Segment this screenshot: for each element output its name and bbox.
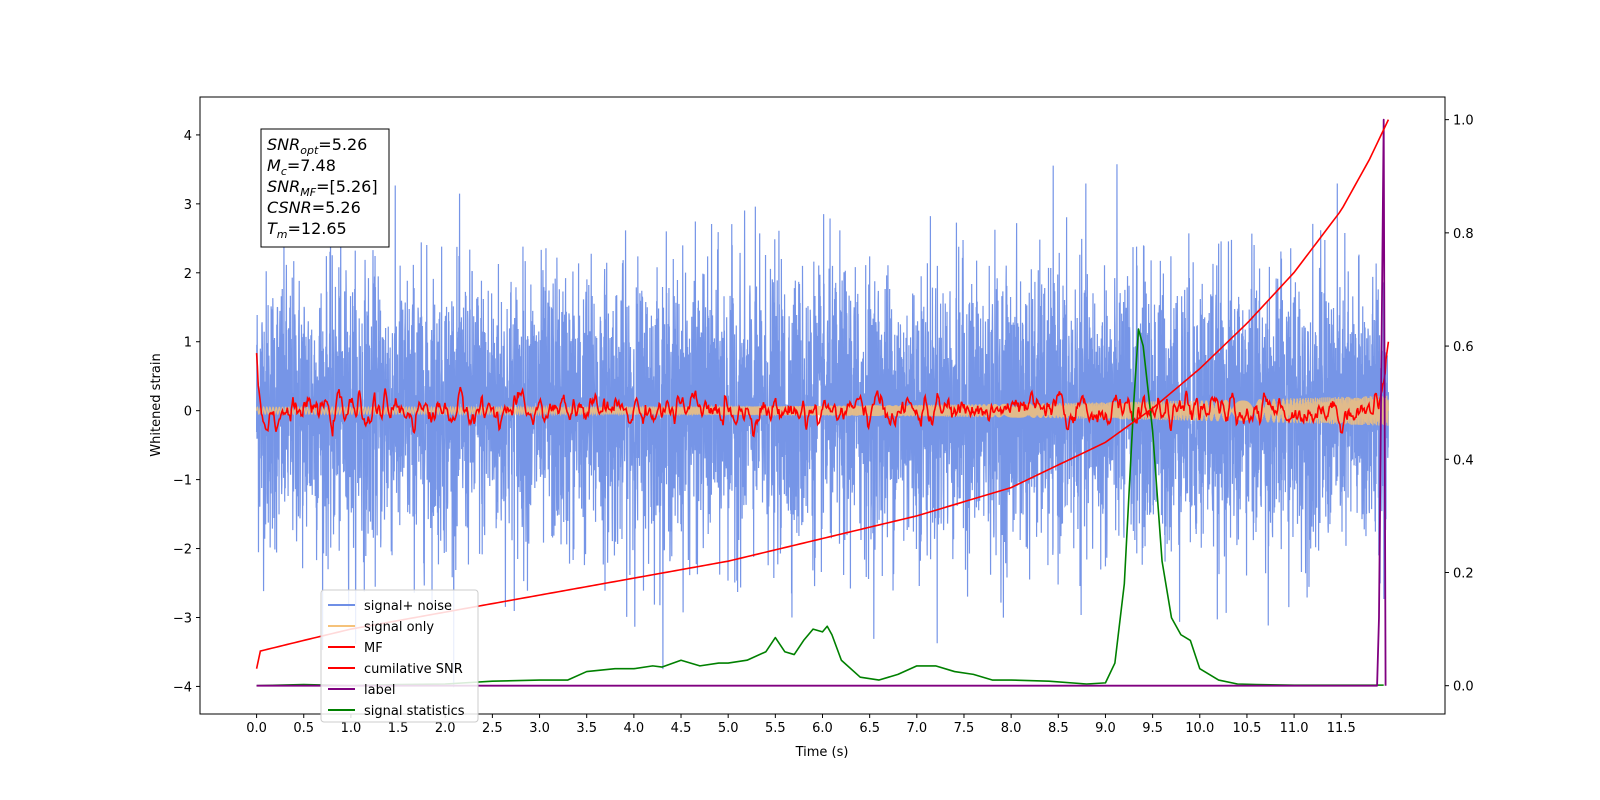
- legend-label: signal only: [364, 620, 434, 635]
- annotation-line: SNRMF=[5.26]: [267, 177, 378, 199]
- x-tick-label: 6.5: [859, 721, 880, 736]
- annotation-line: Mc=7.48: [267, 156, 336, 178]
- x-tick-label: 10.0: [1185, 721, 1214, 736]
- x-tick-label: 9.0: [1095, 721, 1116, 736]
- y-left-tick-label: −2: [173, 543, 192, 558]
- annotation-symbol: T: [267, 219, 278, 238]
- y-right-tick-label: 0.8: [1453, 227, 1474, 242]
- x-tick-label: 9.5: [1142, 721, 1163, 736]
- x-tick-label: 1.0: [341, 721, 362, 736]
- x-axis: 0.0 0.5 1.0 1.5 2.0 2.5 3.0 3.5 4.0 4.5 5.0 5.5 6.0 6…: [246, 714, 1356, 736]
- x-tick-label: 8.5: [1048, 721, 1069, 736]
- x-tick-label: 11.0: [1280, 721, 1309, 736]
- x-tick-label: 5.5: [765, 721, 786, 736]
- annotation-value: =5.26: [312, 198, 361, 217]
- annotation-line: SNRopt=5.26: [267, 135, 367, 157]
- legend-label: label: [364, 683, 395, 698]
- y-axis-left: −4 −3 −2 −1 0 1 2 3 4: [173, 129, 200, 695]
- annotation-symbol: SNR: [267, 135, 300, 154]
- x-tick-label: 8.0: [1001, 721, 1022, 736]
- x-tick-label: 3.5: [576, 721, 597, 736]
- x-tick-label: 4.5: [671, 721, 692, 736]
- series-label: [256, 118, 1387, 687]
- y-left-tick-label: 0: [184, 405, 192, 420]
- legend-label: signal statistics: [364, 704, 465, 719]
- annotation-line: Tm=12.65: [267, 219, 347, 241]
- x-tick-label: 10.5: [1232, 721, 1261, 736]
- y-left-tick-label: −3: [173, 611, 192, 626]
- y-right-tick-label: 1.0: [1453, 114, 1474, 129]
- annotation-symbol: CSNR: [267, 198, 312, 217]
- y-left-tick-label: 4: [184, 129, 192, 144]
- x-tick-label: 7.0: [906, 721, 927, 736]
- y-right-tick-label: 0.0: [1453, 680, 1474, 695]
- x-tick-label: 7.5: [954, 721, 975, 736]
- series-signal-noise: [255, 164, 1390, 688]
- y-left-tick-label: 1: [184, 336, 192, 351]
- annotation-symbol: SNR: [267, 177, 300, 196]
- x-tick-label: 0.5: [293, 721, 314, 736]
- x-tick-label: 3.0: [529, 721, 550, 736]
- legend-label: cumilative SNR: [364, 662, 463, 677]
- legend-label: signal+ noise: [364, 599, 452, 614]
- x-axis-label: Time (s): [795, 745, 849, 760]
- x-tick-label: 5.0: [718, 721, 739, 736]
- legend: signal+ noise signal only MF cumilative SNR…: [320, 589, 479, 723]
- y-right-tick-label: 0.2: [1453, 566, 1474, 581]
- annotation-box: SNRopt=5.26Mc=7.48SNRMF=[5.26]CSNR=5.26T…: [260, 128, 390, 248]
- x-tick-label: 11.5: [1327, 721, 1356, 736]
- y-left-tick-label: −1: [173, 474, 192, 489]
- annotation-value: =12.65: [288, 219, 347, 238]
- annotation-subscript: m: [277, 228, 288, 241]
- annotation-subscript: opt: [300, 144, 319, 157]
- x-tick-label: 6.0: [812, 721, 833, 736]
- legend-label: MF: [364, 641, 383, 656]
- x-tick-label: 0.0: [246, 721, 267, 736]
- x-tick-label: 2.5: [482, 721, 503, 736]
- y-right-tick-label: 0.6: [1453, 340, 1474, 355]
- annotation-value: =[5.26]: [316, 177, 378, 196]
- annotation-value: =5.26: [318, 135, 367, 154]
- x-tick-label: 1.5: [388, 721, 409, 736]
- y-left-tick-label: −4: [173, 680, 192, 695]
- y-right-tick-label: 0.4: [1453, 453, 1474, 468]
- y-axis-right: 0.0 0.2 0.4 0.6 0.8 1.0: [1445, 114, 1474, 695]
- x-tick-label: 2.0: [435, 721, 456, 736]
- y-left-tick-label: 2: [184, 267, 192, 282]
- y-left-tick-label: 3: [184, 198, 192, 213]
- annotation-frame: [260, 128, 390, 248]
- series-mf: [255, 341, 1390, 438]
- annotation-value: =7.48: [287, 156, 336, 175]
- series-signal-statistics: [256, 328, 1384, 687]
- annotation-line: CSNR=5.26: [267, 198, 361, 217]
- legend-frame: [320, 589, 479, 723]
- annotation-subscript: MF: [300, 186, 316, 199]
- annotation-symbol: M: [267, 156, 281, 175]
- y-axis-label: Whitened strain: [149, 353, 164, 456]
- x-tick-label: 4.0: [624, 721, 645, 736]
- annotation-subscript: c: [281, 165, 287, 178]
